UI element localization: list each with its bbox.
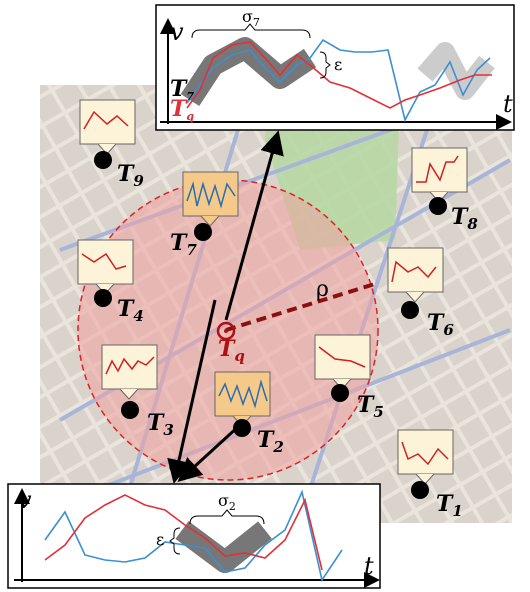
thumbnail [315, 335, 370, 379]
thumbnail [215, 372, 270, 416]
epsilon-label: ε [334, 55, 342, 74]
node-dot [411, 481, 429, 499]
thumbnail [412, 148, 467, 192]
top-inset: v t σ7 ε T7 Tq [156, 5, 514, 130]
radius-label: ρ [316, 277, 329, 302]
node-dot [121, 401, 139, 419]
y-axis-label: v [170, 18, 184, 46]
query-symbol [224, 329, 228, 333]
thumbnail [388, 248, 443, 292]
thumbnail [183, 172, 238, 216]
figure: ρ Tq T9T7T8T4T6T3T5T2T1 v t σ7 ε T7 Tq v… [0, 0, 530, 592]
node-dot [94, 289, 112, 307]
node-dot [233, 419, 251, 437]
bottom-inset: v t σ2 ε [8, 484, 380, 588]
y-axis-label: v [18, 486, 32, 514]
node-dot [429, 197, 447, 215]
epsilon-label: ε [156, 530, 164, 549]
node-dot [401, 301, 419, 319]
x-axis-label: t [503, 90, 513, 118]
node-dot [331, 384, 349, 402]
thumbnail [78, 240, 133, 284]
node-dot [194, 223, 212, 241]
node-dot [94, 151, 112, 169]
x-axis-label: t [364, 552, 374, 580]
